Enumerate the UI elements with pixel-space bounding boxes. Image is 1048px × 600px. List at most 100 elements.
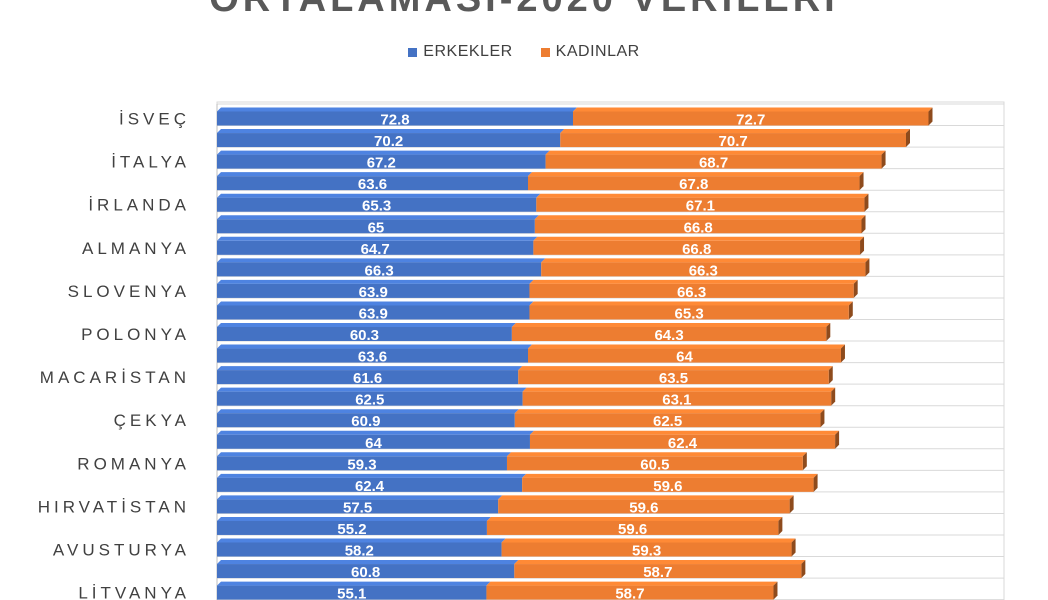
data-label-kadinlar: 59.6: [629, 499, 658, 516]
bar-kadinlar: [560, 133, 907, 148]
data-label-erkekler: 60.3: [350, 327, 379, 344]
bar-top-kadinlar: [522, 473, 818, 478]
data-label-erkekler: 70.2: [374, 133, 403, 150]
data-label-kadinlar: 63.5: [659, 370, 688, 387]
bar-side-kadinlar: [831, 387, 836, 406]
bar-top-kadinlar: [498, 495, 794, 500]
legend: ERKEKLER KADINLAR: [0, 43, 1048, 61]
bar-kadinlar: [511, 327, 827, 341]
bar-erkekler: [217, 327, 512, 341]
bar-top-kadinlar: [572, 107, 933, 112]
category-label: MACARİSTAN: [40, 368, 190, 387]
bar-top-erkekler: [217, 516, 491, 521]
bar-erkekler: [217, 391, 523, 406]
bar-side-kadinlar: [791, 538, 796, 557]
bar-erkekler: [217, 520, 487, 535]
data-label-kadinlar: 66.3: [677, 284, 706, 301]
bar-side-kadinlar: [826, 323, 831, 341]
data-label-kadinlar: 67.8: [679, 176, 708, 193]
bar-side-kadinlar: [859, 172, 864, 191]
bar-side-kadinlar: [789, 495, 794, 514]
bar-kadinlar: [486, 585, 774, 600]
bar-erkekler: [217, 262, 542, 277]
bar-side-kadinlar: [860, 236, 865, 255]
data-label-erkekler: 55.2: [337, 521, 366, 538]
data-label-kadinlar: 62.4: [668, 435, 698, 452]
legend-label-kadinlar: KADINLAR: [555, 43, 640, 60]
bar-side-kadinlar: [928, 107, 933, 126]
bar-top-kadinlar: [529, 279, 858, 284]
data-label-erkekler: 64: [365, 435, 382, 452]
bar-side-kadinlar: [828, 366, 833, 385]
bar-erkekler: [217, 456, 507, 471]
bar-top-erkekler: [217, 258, 546, 263]
bar-kadinlar: [528, 348, 841, 363]
bar-side-kadinlar: [848, 301, 853, 320]
data-label-erkekler: 62.4: [355, 478, 385, 495]
bar-top-erkekler: [217, 581, 491, 586]
legend-label-erkekler: ERKEKLER: [423, 43, 513, 60]
bar-top-erkekler: [217, 236, 538, 241]
bar-top-kadinlar: [486, 516, 783, 521]
bar-top-erkekler: [217, 430, 534, 435]
data-label-kadinlar: 65.3: [675, 305, 704, 322]
bar-kadinlar: [522, 391, 832, 406]
bar-side-kadinlar: [802, 452, 807, 471]
legend-item-erkekler: ERKEKLER: [408, 43, 512, 61]
bar-top-kadinlar: [533, 236, 865, 241]
category-label: ALMANYA: [82, 239, 190, 258]
bar-erkekler: [217, 585, 487, 600]
bar-erkekler: [217, 305, 530, 320]
bar-erkekler: [217, 133, 561, 148]
bar-kadinlar: [572, 111, 929, 126]
data-label-erkekler: 62.5: [355, 392, 384, 409]
bar-top-erkekler: [217, 344, 533, 349]
bar-side-kadinlar: [881, 150, 886, 169]
bar-top-erkekler: [217, 495, 503, 500]
data-label-erkekler: 59.3: [347, 456, 376, 473]
category-label: İSVEÇ: [119, 110, 190, 129]
data-label-erkekler: 57.5: [343, 499, 372, 516]
bar-top-kadinlar: [501, 538, 796, 543]
category-label: İTALYA: [111, 153, 190, 172]
bar-erkekler: [217, 176, 529, 191]
bar-top-erkekler: [217, 538, 506, 543]
bar-kadinlar: [518, 370, 829, 385]
bar-erkekler: [217, 370, 519, 385]
legend-swatch-erkekler: [408, 47, 418, 57]
bar-side-kadinlar: [801, 560, 806, 579]
bar-top-erkekler: [217, 560, 519, 565]
data-label-erkekler: 60.9: [351, 413, 380, 430]
category-label: LİTVANYA: [78, 584, 190, 600]
bar-top-kadinlar: [486, 581, 778, 586]
data-label-kadinlar: 63.1: [662, 392, 691, 409]
data-label-erkekler: 67.2: [367, 155, 396, 172]
data-label-erkekler: 58.2: [345, 543, 374, 560]
category-label: POLONYA: [81, 325, 190, 344]
bar-top-kadinlar: [545, 150, 886, 155]
bar-side-kadinlar: [813, 473, 818, 492]
bar-kadinlar: [529, 434, 836, 449]
bar-erkekler: [217, 542, 502, 557]
bar-top-erkekler: [217, 215, 539, 220]
category-label: SLOVENYA: [68, 282, 190, 301]
data-label-kadinlar: 67.1: [686, 198, 715, 215]
bar-top-kadinlar: [514, 560, 806, 565]
bar-erkekler: [217, 499, 499, 514]
bar-erkekler: [217, 197, 537, 212]
bar-top-kadinlar: [560, 129, 911, 134]
bar-top-erkekler: [217, 107, 577, 112]
bar-side-kadinlar: [840, 344, 845, 363]
bar-top-erkekler: [217, 366, 523, 371]
bar-side-kadinlar: [835, 430, 840, 449]
bar-top-kadinlar: [528, 344, 845, 349]
data-label-erkekler: 63.6: [358, 176, 387, 193]
bar-side-kadinlar: [861, 215, 866, 234]
bar-top-erkekler: [217, 150, 550, 155]
data-label-kadinlar: 64.3: [654, 327, 683, 344]
data-label-erkekler: 61.6: [353, 370, 382, 387]
data-label-erkekler: 64.7: [361, 241, 390, 258]
category-label: ROMANYA: [77, 454, 190, 473]
category-label: HIRVATİSTAN: [38, 497, 190, 516]
bar-kadinlar: [529, 305, 849, 320]
